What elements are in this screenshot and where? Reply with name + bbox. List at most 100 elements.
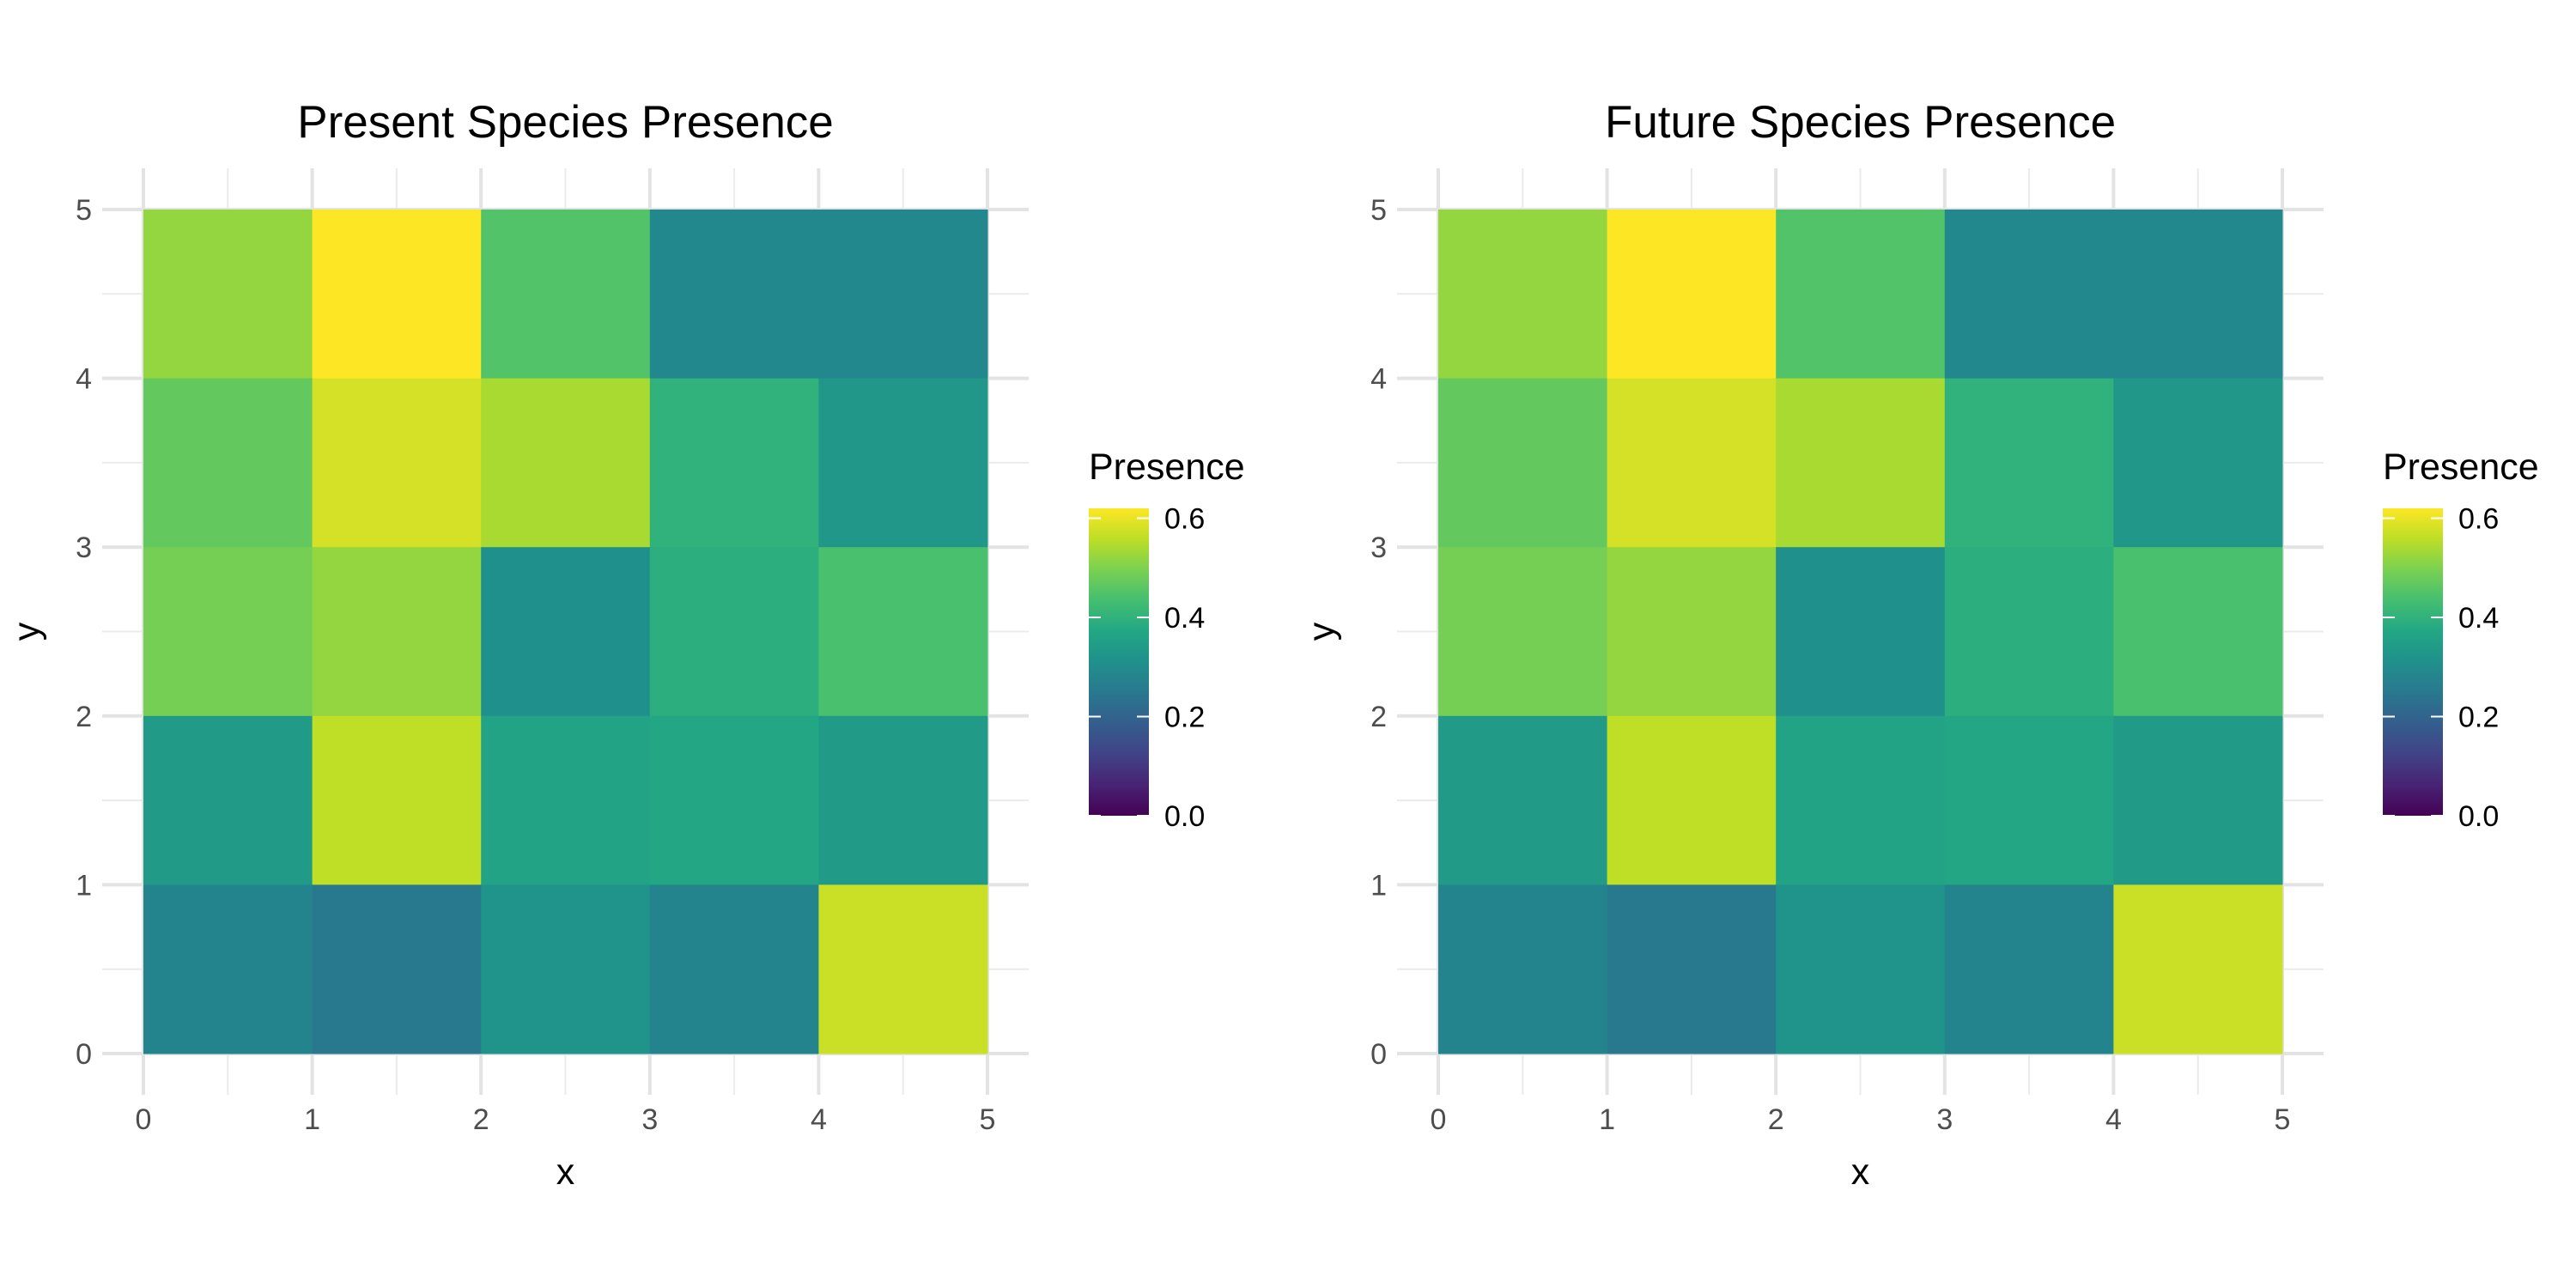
legend-tick-label: 0.4 (1164, 602, 1205, 635)
tick-labels: 0 1 2 3 4 5 0 1 2 3 4 5 (1370, 194, 2290, 1136)
heatmap-cell (1776, 378, 1946, 548)
x-tick-label: 0 (1431, 1103, 1447, 1136)
heatmap-cell (649, 884, 819, 1054)
heatmap-cell (1944, 210, 2114, 380)
heatmap-cell (312, 547, 482, 717)
heatmap-cell (1438, 884, 1608, 1054)
heatmap-cell (1607, 547, 1777, 717)
heatmap-cell (312, 884, 482, 1054)
legend-title: Presence (2383, 447, 2539, 488)
tick-labels: 0 1 2 3 4 5 0 1 2 3 4 5 (76, 194, 995, 1136)
heatmap-cell (1776, 547, 1946, 717)
x-tick-label: 2 (1768, 1103, 1784, 1136)
y-tick-label: 2 (1370, 701, 1387, 733)
y-tick-label: 3 (1370, 532, 1387, 564)
heatmap-cell (818, 884, 988, 1054)
heatmap-cell (1438, 547, 1608, 717)
legend-tick-label: 0.6 (1164, 503, 1205, 536)
x-tick-label: 1 (1599, 1103, 1615, 1136)
heatmap-cell (1607, 884, 1777, 1054)
chart-title: Present Species Presence (297, 97, 834, 148)
legend-tick-label: 0.4 (2458, 602, 2499, 635)
y-tick-label: 4 (1370, 363, 1387, 396)
heatmap-tiles (1438, 210, 2283, 1054)
x-tick-label: 4 (811, 1103, 827, 1136)
y-axis-title: y (6, 622, 47, 641)
x-tick-label: 0 (136, 1103, 152, 1136)
heatmap-cell (1944, 715, 2114, 885)
legend-tick-label: 0.2 (2458, 702, 2499, 734)
legend-tick-label: 0.0 (2458, 800, 2499, 833)
heatmap-cell (818, 715, 988, 885)
legend-tick-label: 0.0 (1164, 800, 1205, 833)
heatmap-cell (1944, 884, 2114, 1054)
y-tick-label: 0 (76, 1038, 92, 1071)
heatmap-cell (1438, 715, 1608, 885)
x-tick-label: 5 (980, 1103, 996, 1136)
color-legend: 0.0 0.2 0.4 0.6 (1089, 503, 1205, 833)
y-tick-label: 3 (76, 532, 92, 564)
legend-colorbar (2383, 508, 2443, 816)
x-tick-label: 4 (2105, 1103, 2122, 1136)
legend-tick-label: 0.2 (1164, 702, 1205, 734)
heatmap-cell (481, 884, 651, 1054)
y-tick-label: 0 (1370, 1038, 1387, 1071)
heatmap-cell (1438, 378, 1608, 548)
heatmap-cell (312, 715, 482, 885)
future-heatmap-panel: Future Species Presence x y Presence 0 1 2… (1301, 97, 2539, 1193)
heatmap-cell (143, 715, 313, 885)
heatmap-cell (818, 547, 988, 717)
heatmap-cell (1776, 715, 1946, 885)
legend-colorbar (1089, 508, 1149, 816)
heatmap-cell (143, 884, 313, 1054)
heatmap-cell (143, 378, 313, 548)
heatmap-cell (649, 547, 819, 717)
y-tick-label: 5 (1370, 194, 1387, 227)
heatmap-cell (1776, 884, 1946, 1054)
heatmap-cell (2113, 378, 2283, 548)
present-heatmap-panel: Present Species Presence x y Presence 0 1… (6, 97, 1245, 1193)
heatmap-cell (1607, 378, 1777, 548)
heatmap-cell (649, 378, 819, 548)
heatmap-cell (2113, 884, 2283, 1054)
x-tick-label: 2 (473, 1103, 489, 1136)
y-tick-label: 1 (1370, 869, 1387, 902)
x-axis-title: x (556, 1151, 575, 1193)
heatmap-cell (1944, 378, 2114, 548)
heatmap-cell (1776, 210, 1946, 380)
y-tick-label: 4 (76, 363, 92, 396)
legend-title: Presence (1089, 447, 1245, 488)
heatmap-cell (2113, 547, 2283, 717)
heatmap-cell (312, 378, 482, 548)
heatmap-cell (2113, 210, 2283, 380)
heatmap-cell (818, 210, 988, 380)
heatmap-tiles (143, 210, 988, 1054)
x-axis-title: x (1851, 1151, 1870, 1193)
heatmap-cell (143, 547, 313, 717)
heatmap-cell (1944, 547, 2114, 717)
heatmap-cell (481, 210, 651, 380)
heatmap-cell (1438, 210, 1608, 380)
heatmap-cell (481, 547, 651, 717)
y-tick-label: 1 (76, 869, 92, 902)
y-axis-title: y (1301, 622, 1342, 641)
y-tick-label: 5 (76, 194, 92, 227)
heatmap-cell (312, 210, 482, 380)
x-tick-label: 3 (1936, 1103, 1953, 1136)
heatmap-cell (143, 210, 313, 380)
x-tick-label: 1 (304, 1103, 320, 1136)
color-legend: 0.0 0.2 0.4 0.6 (2383, 503, 2499, 833)
x-tick-label: 5 (2275, 1103, 2291, 1136)
x-tick-label: 3 (641, 1103, 658, 1136)
y-tick-label: 2 (76, 701, 92, 733)
heatmap-cell (649, 210, 819, 380)
heatmap-cell (481, 715, 651, 885)
heatmap-cell (818, 378, 988, 548)
chart-title: Future Species Presence (1605, 97, 2116, 148)
heatmap-cell (1607, 715, 1777, 885)
heatmap-cell (2113, 715, 2283, 885)
heatmap-cell (1607, 210, 1777, 380)
heatmap-cell (481, 378, 651, 548)
heatmap-cell (649, 715, 819, 885)
